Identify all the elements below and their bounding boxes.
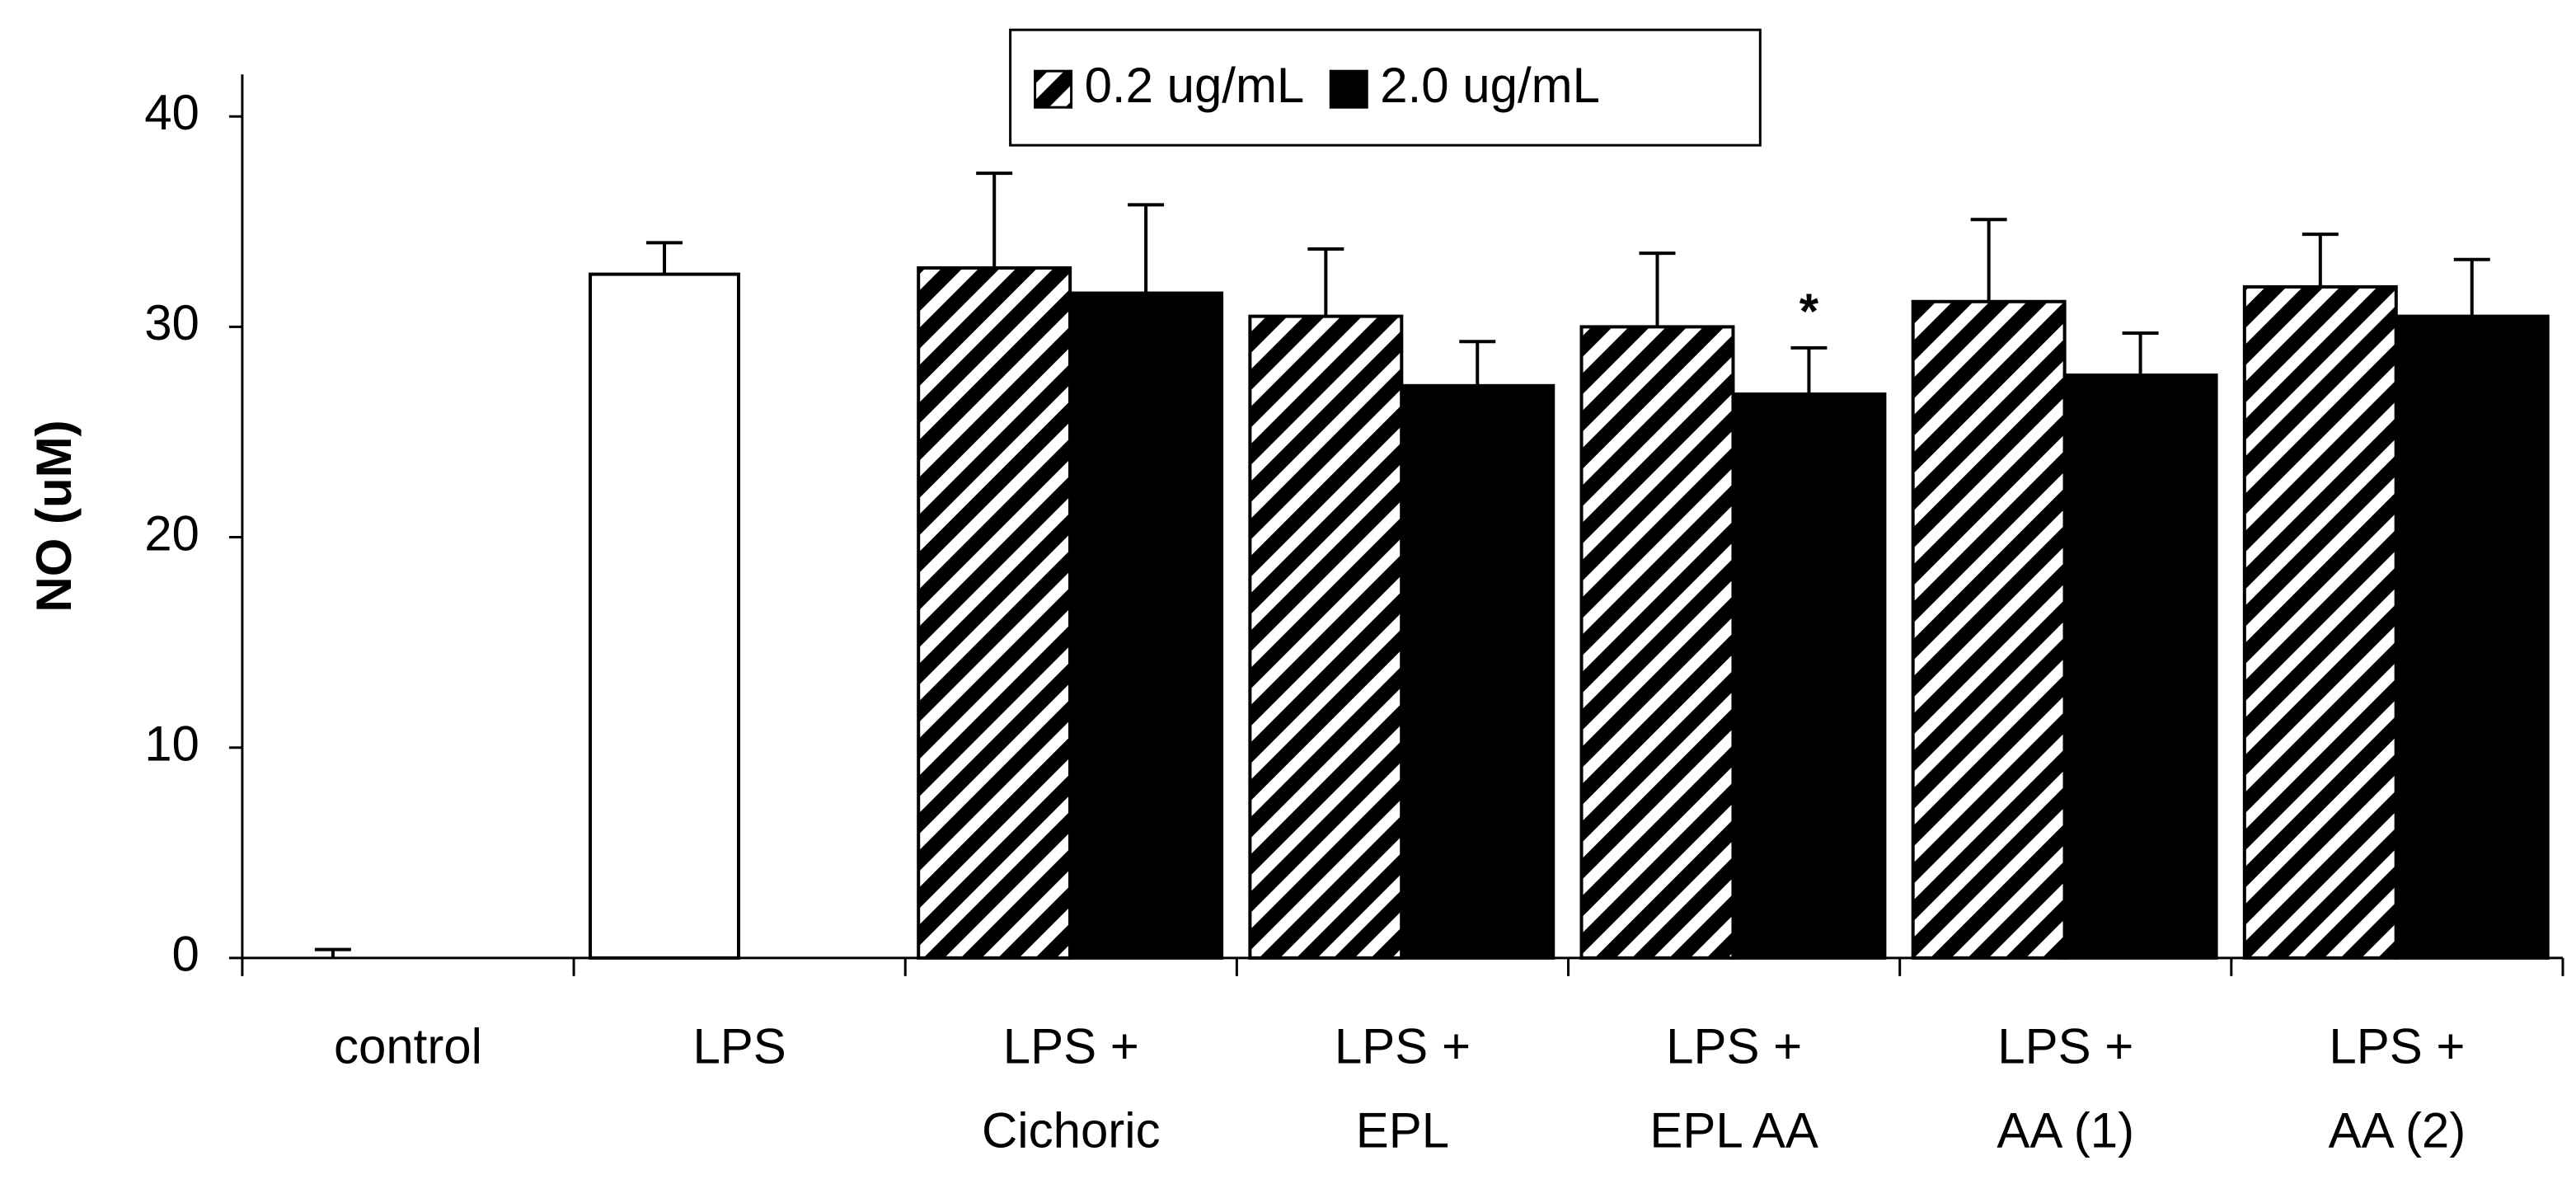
x-tick-label: AA (2) [2329,1103,2466,1158]
error-bar [2122,331,2159,376]
legend-swatch [1034,69,1073,109]
y-tick-label: 30 [144,295,199,350]
y-tick-label: 10 [144,717,199,772]
bar [1068,291,1224,960]
x-tick-label: LPS [692,1019,786,1074]
bar [917,265,1072,960]
y-tick-label: 20 [144,505,199,561]
x-tick-label: LPS + [1003,1019,1139,1074]
error-bar [1307,247,1344,317]
legend-box [1009,28,1762,147]
x-tick-label: control [334,1019,482,1074]
error-bar [2453,257,2490,317]
y-tick-label: 40 [144,85,199,140]
legend-label: 0.2 ug/mL [1085,58,1305,113]
error-bar [2302,233,2339,287]
bar [1248,314,1404,960]
bar [1731,392,1887,960]
x-tick-label: AA (1) [1997,1103,2134,1158]
legend: 0.2 ug/mL 2.0 ug/mL [1009,28,1762,147]
bar [1400,383,1555,960]
y-tick-label: 0 [172,927,199,982]
bar [2062,374,2218,960]
x-tick-label: LPS + [1666,1019,1802,1074]
bar [2242,284,2398,960]
error-bar [1639,251,1676,327]
y-axis-title: NO (uM) [26,420,82,612]
bar [589,272,740,960]
bar [1911,299,2067,960]
x-tick-label: LPS + [1997,1019,2133,1074]
error-bar [646,241,683,275]
x-tick-label: EPL [1356,1103,1449,1158]
error-bar [1790,345,1828,395]
x-tick-label: Cichoric [982,1103,1161,1158]
bar [2394,314,2550,960]
error-bar [1128,203,1165,294]
error-bar [1970,218,2007,302]
annotation: * [1799,284,1819,339]
legend-swatch [1329,69,1368,109]
legend-label: 2.0 ug/mL [1380,58,1600,113]
x-tick-label: EPL AA [1649,1103,1818,1158]
error-bar [314,947,351,958]
x-tick-label: LPS + [2329,1019,2465,1074]
error-bar [976,171,1013,268]
bar [1579,325,1735,960]
error-bar [1459,340,1496,386]
x-tick-label: LPS + [1335,1019,1471,1074]
